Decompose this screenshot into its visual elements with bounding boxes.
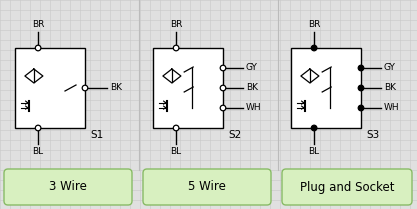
FancyBboxPatch shape: [282, 169, 412, 205]
Circle shape: [311, 45, 317, 51]
Text: BK: BK: [110, 84, 122, 93]
FancyBboxPatch shape: [143, 169, 271, 205]
FancyBboxPatch shape: [4, 169, 132, 205]
Text: Plug and Socket: Plug and Socket: [300, 181, 394, 194]
Circle shape: [220, 65, 226, 71]
Circle shape: [220, 85, 226, 91]
Text: BL: BL: [33, 147, 44, 156]
Text: WH: WH: [246, 103, 261, 112]
Text: S3: S3: [366, 130, 379, 140]
Circle shape: [358, 85, 364, 91]
Text: 5 Wire: 5 Wire: [188, 181, 226, 194]
Text: S2: S2: [228, 130, 241, 140]
Text: BK: BK: [384, 84, 396, 93]
Circle shape: [220, 105, 226, 111]
Bar: [15, 48, 85, 128]
Text: BR: BR: [308, 20, 320, 29]
Text: S1: S1: [90, 130, 103, 140]
Text: GY: GY: [384, 64, 396, 73]
Text: BR: BR: [32, 20, 44, 29]
Circle shape: [82, 85, 88, 91]
Circle shape: [173, 45, 179, 51]
Circle shape: [173, 125, 179, 131]
Text: WH: WH: [384, 103, 399, 112]
Circle shape: [35, 45, 41, 51]
Circle shape: [35, 125, 41, 131]
Bar: [153, 48, 223, 128]
Text: GY: GY: [246, 64, 258, 73]
Text: BL: BL: [309, 147, 320, 156]
Text: BK: BK: [246, 84, 258, 93]
Circle shape: [311, 125, 317, 131]
Bar: [291, 48, 361, 128]
Text: BL: BL: [171, 147, 182, 156]
Text: 3 Wire: 3 Wire: [49, 181, 87, 194]
Circle shape: [358, 105, 364, 111]
Text: BR: BR: [170, 20, 182, 29]
Circle shape: [358, 65, 364, 71]
